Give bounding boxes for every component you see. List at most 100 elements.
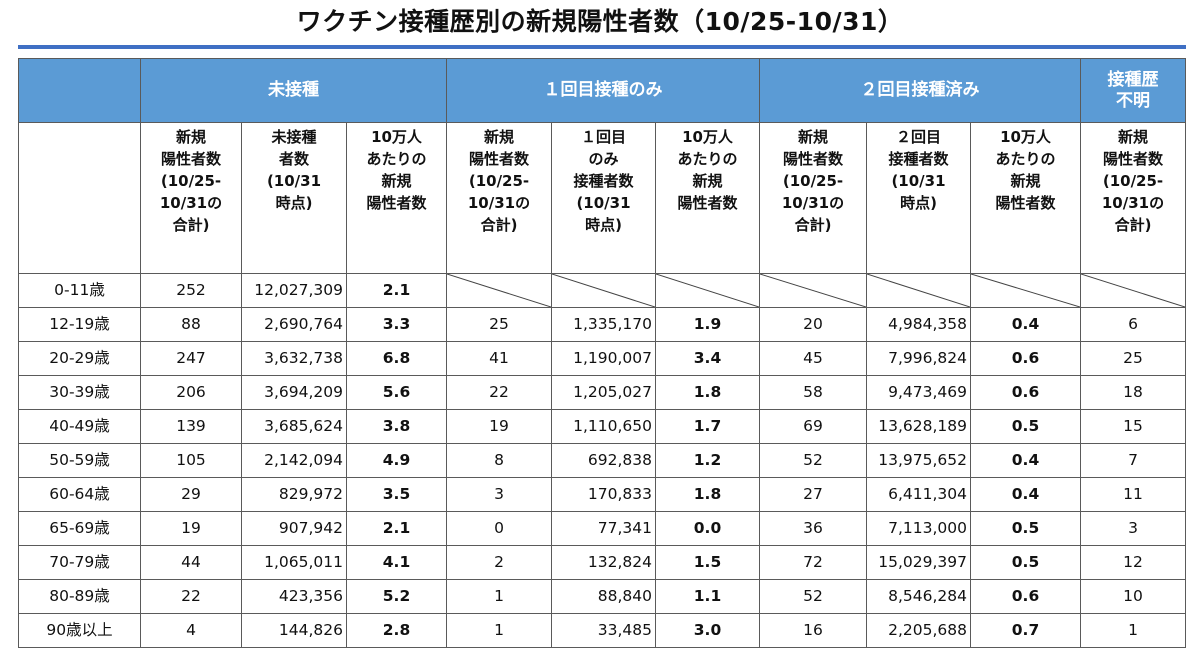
dose2-rate-cell: 0.7: [970, 613, 1081, 648]
unvaccinated-population-cell: 423,356: [241, 579, 347, 614]
group-header-unvaccinated: 未接種: [140, 58, 447, 123]
sub-header-label: １回目 のみ 接種者数 (10/31 時点): [573, 128, 634, 234]
dose1-rate-cell: 1.8: [655, 477, 760, 512]
table-row: 60-64歳 29 829,972 3.5 3 170,833 1.8 27 6,411,304…: [18, 477, 1186, 512]
dose1-population-cell: 692,838: [551, 443, 656, 478]
dose1-population-cell: 33,485: [551, 613, 656, 648]
sub-header-dose1-rate: 10万人 あたりの 新規 陽性者数: [655, 122, 760, 274]
sub-header-dose1-cases: 新規 陽性者数 (10/25- 10/31の 合計): [446, 122, 552, 274]
dose1-population-empty-cell: [551, 273, 656, 308]
dose1-cases-empty-cell: [446, 273, 552, 308]
unknown-cases-cell: 25: [1080, 341, 1186, 376]
unknown-cases-cell: 11: [1080, 477, 1186, 512]
sub-header-label: 新規 陽性者数 (10/25- 10/31の 合計): [1101, 128, 1165, 234]
dose1-population-cell: 88,840: [551, 579, 656, 614]
dose2-rate-cell: 0.6: [970, 579, 1081, 614]
dose2-population-cell: 7,113,000: [866, 511, 971, 546]
diagonal-strike-mark: [1081, 274, 1185, 307]
dose1-population-cell: 1,335,170: [551, 307, 656, 342]
unvaccinated-rate-cell: 2.8: [346, 613, 447, 648]
dose2-cases-cell: 20: [759, 307, 867, 342]
sub-header-label: 新規 陽性者数 (10/25- 10/31の 合計): [467, 128, 531, 234]
unvaccinated-cases-cell: 4: [140, 613, 242, 648]
dose1-rate-cell: 3.0: [655, 613, 760, 648]
dose2-cases-empty-cell: [759, 273, 867, 308]
table-row: 12-19歳 88 2,690,764 3.3 25 1,335,170 1.9 20 4,98…: [18, 307, 1186, 342]
unknown-cases-cell: 6: [1080, 307, 1186, 342]
unknown-cases-cell: 10: [1080, 579, 1186, 614]
unknown-cases-cell: 1: [1080, 613, 1186, 648]
table-row: 40-49歳 139 3,685,624 3.8 19 1,110,650 1.7 69 13,…: [18, 409, 1186, 444]
dose2-rate-empty-cell: [970, 273, 1081, 308]
dose1-cases-cell: 2: [446, 545, 552, 580]
table-row: 90歳以上 4 144,826 2.8 1 33,485 3.0 16 2,205,688 0.7…: [18, 613, 1186, 648]
diagonal-strike-mark: [760, 274, 866, 307]
dose2-cases-cell: 16: [759, 613, 867, 648]
unvaccinated-rate-cell: 3.3: [346, 307, 447, 342]
dose2-population-cell: 9,473,469: [866, 375, 971, 410]
unvaccinated-cases-cell: 247: [140, 341, 242, 376]
dose2-cases-cell: 27: [759, 477, 867, 512]
dose1-cases-cell: 0: [446, 511, 552, 546]
sub-header-unvaccinated-cases: 新規 陽性者数 (10/25- 10/31の 合計): [140, 122, 242, 274]
unvaccinated-rate-cell: 2.1: [346, 273, 447, 308]
dose1-rate-cell: 3.4: [655, 341, 760, 376]
age-cell: 50-59歳: [18, 443, 141, 478]
table-row: 30-39歳 206 3,694,209 5.6 22 1,205,027 1.8 58 9,4…: [18, 375, 1186, 410]
age-cell: 70-79歳: [18, 545, 141, 580]
sub-header-label: 未接種 者数 (10/31 時点): [266, 128, 322, 212]
unvaccinated-rate-cell: 4.1: [346, 545, 447, 580]
unknown-cases-empty-cell: [1080, 273, 1186, 308]
sub-header-dose2-cases: 新規 陽性者数 (10/25- 10/31の 合計): [759, 122, 867, 274]
unvaccinated-rate-cell: 6.8: [346, 341, 447, 376]
unvaccinated-rate-cell: 5.2: [346, 579, 447, 614]
dose1-population-cell: 1,110,650: [551, 409, 656, 444]
unvaccinated-population-cell: 829,972: [241, 477, 347, 512]
corner-header-cell: [18, 58, 141, 123]
unvaccinated-cases-cell: 29: [140, 477, 242, 512]
diagonal-strike-mark: [867, 274, 970, 307]
dose2-rate-cell: 0.4: [970, 307, 1081, 342]
unvaccinated-population-cell: 907,942: [241, 511, 347, 546]
vaccination-cases-table: 未接種 １回目接種のみ ２回目接種済み 接種歴 不明 新規 陽性者数 (10/2…: [18, 58, 1186, 648]
dose1-cases-cell: 3: [446, 477, 552, 512]
sub-header-label: 10万人 あたりの 新規 陽性者数: [677, 128, 738, 212]
sub-header-label: 10万人 あたりの 新規 陽性者数: [995, 128, 1056, 212]
dose2-population-empty-cell: [866, 273, 971, 308]
sub-header-row: 新規 陽性者数 (10/25- 10/31の 合計) 未接種 者数 (10/31…: [18, 122, 1186, 274]
sub-header-label: 新規 陽性者数 (10/25- 10/31の 合計): [159, 128, 223, 234]
age-cell: 65-69歳: [18, 511, 141, 546]
dose1-cases-cell: 22: [446, 375, 552, 410]
unvaccinated-population-cell: 144,826: [241, 613, 347, 648]
dose1-cases-cell: 1: [446, 579, 552, 614]
unvaccinated-cases-cell: 22: [140, 579, 242, 614]
group-header-dose2: ２回目接種済み: [759, 58, 1081, 123]
table-body: 0-11歳 252 12,027,309 2.1 12-19歳 88 2,690,764 3.…: [18, 273, 1186, 648]
age-cell: 30-39歳: [18, 375, 141, 410]
unvaccinated-population-cell: 12,027,309: [241, 273, 347, 308]
dose2-population-cell: 2,205,688: [866, 613, 971, 648]
age-cell: 60-64歳: [18, 477, 141, 512]
sub-header-dose1-population: １回目 のみ 接種者数 (10/31 時点): [551, 122, 656, 274]
unknown-cases-cell: 3: [1080, 511, 1186, 546]
unvaccinated-population-cell: 3,694,209: [241, 375, 347, 410]
unvaccinated-cases-cell: 88: [140, 307, 242, 342]
unvaccinated-rate-cell: 3.5: [346, 477, 447, 512]
sub-header-dose2-population: ２回目 接種者数 (10/31 時点): [866, 122, 971, 274]
dose1-cases-cell: 8: [446, 443, 552, 478]
table-row: 20-29歳 247 3,632,738 6.8 41 1,190,007 3.4 45 7,9…: [18, 341, 1186, 376]
dose1-rate-cell: 0.0: [655, 511, 760, 546]
sub-header-dose2-rate: 10万人 あたりの 新規 陽性者数: [970, 122, 1081, 274]
dose1-cases-cell: 1: [446, 613, 552, 648]
sub-header-label: 10万人 あたりの 新規 陽性者数: [366, 128, 427, 212]
table-row: 65-69歳 19 907,942 2.1 0 77,341 0.0 36 7,113,000 0…: [18, 511, 1186, 546]
unvaccinated-population-cell: 2,142,094: [241, 443, 347, 478]
dose2-rate-cell: 0.6: [970, 341, 1081, 376]
dose1-rate-cell: 1.5: [655, 545, 760, 580]
age-cell: 90歳以上: [18, 613, 141, 648]
diagonal-strike-mark: [971, 274, 1080, 307]
sub-header-label: 新規 陽性者数 (10/25- 10/31の 合計): [781, 128, 845, 234]
dose1-population-cell: 1,205,027: [551, 375, 656, 410]
dose1-population-cell: 132,824: [551, 545, 656, 580]
unvaccinated-cases-cell: 252: [140, 273, 242, 308]
